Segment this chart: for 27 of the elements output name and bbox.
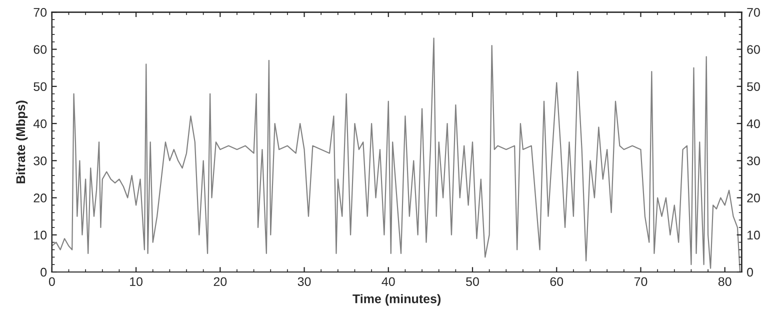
y2-tick-label: 60 [747, 45, 760, 54]
y-tick-label: 20 [34, 194, 47, 202]
y-tick-label: 10 [34, 230, 47, 240]
y-tick-label: 60 [34, 45, 47, 54]
y2-tick-label: 10 [747, 230, 760, 240]
x-tick-label: 40 [382, 277, 395, 286]
x-tick-label: 10 [130, 277, 143, 286]
y2-tick-label: 30 [747, 156, 760, 166]
y-tick-label: 30 [34, 156, 47, 166]
y-tick-label: 40 [33, 119, 47, 128]
y2-tick-label: 40 [746, 119, 760, 128]
y2-tick-label: 70 [747, 8, 760, 17]
y2-tick-label: 0 [747, 268, 753, 277]
x-tick-label: 20 [214, 277, 227, 286]
y-axis-title: Bitrate (Mbps) [16, 100, 28, 184]
y-tick-label: 0 [40, 268, 47, 277]
x-axis-title: Time (minutes) [352, 294, 441, 306]
x-tick-label: 80 [718, 277, 732, 286]
x-tick-label: 70 [634, 277, 648, 286]
y-tick-label: 70 [34, 8, 47, 17]
x-tick-label: 60 [550, 277, 564, 286]
y2-tick-label: 20 [747, 194, 760, 202]
x-tick-label: 30 [298, 277, 311, 286]
y-tick-label: 50 [34, 82, 47, 92]
x-tick-label: 50 [466, 277, 479, 286]
x-tick-label: 0 [48, 277, 55, 286]
y2-tick-label: 50 [747, 82, 760, 92]
